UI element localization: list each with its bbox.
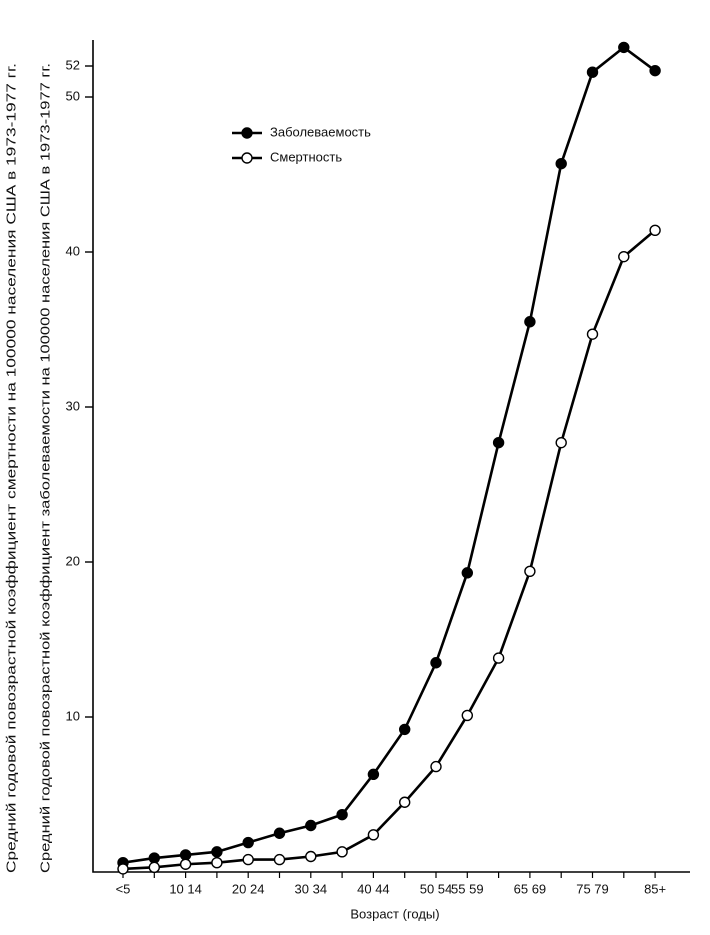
series-line bbox=[122, 45, 656, 864]
data-point bbox=[211, 857, 223, 869]
data-point bbox=[492, 436, 505, 449]
data-point bbox=[399, 723, 411, 736]
x-tick-label: 65 69 bbox=[514, 881, 547, 896]
data-point bbox=[179, 858, 192, 870]
x-tick-label: 50 54 bbox=[420, 881, 453, 896]
data-point bbox=[242, 836, 254, 849]
x-tick-label: <5 bbox=[116, 881, 131, 896]
data-point bbox=[211, 846, 223, 858]
data-point bbox=[461, 567, 473, 579]
data-point bbox=[179, 849, 192, 861]
data-point bbox=[242, 853, 254, 866]
data-point bbox=[649, 64, 661, 77]
data-point bbox=[586, 328, 599, 340]
y-tick-label: 52 bbox=[66, 57, 80, 72]
y-tick-label: 40 bbox=[66, 243, 80, 258]
data-point bbox=[148, 852, 161, 864]
legend-marker bbox=[241, 127, 253, 139]
data-point bbox=[618, 41, 630, 54]
data-point bbox=[618, 250, 630, 263]
legend-marker bbox=[241, 152, 253, 164]
data-point bbox=[649, 224, 661, 237]
x-tick-label: 40 44 bbox=[357, 881, 390, 896]
x-tick-label: 30 34 bbox=[295, 881, 328, 896]
data-point bbox=[305, 819, 317, 832]
x-tick-label: 75 79 bbox=[576, 881, 609, 896]
series-line bbox=[122, 229, 656, 871]
data-point bbox=[461, 709, 473, 722]
data-point bbox=[430, 657, 442, 669]
y-tick-label: 20 bbox=[66, 553, 80, 568]
y-tick-label: 10 bbox=[66, 708, 80, 723]
x-tick-label: 55 59 bbox=[451, 881, 484, 896]
data-point bbox=[367, 768, 380, 781]
data-point bbox=[305, 850, 317, 863]
data-point bbox=[555, 157, 567, 170]
data-point bbox=[555, 436, 567, 449]
data-point bbox=[524, 316, 536, 328]
x-tick-label: 20 24 bbox=[232, 881, 265, 896]
data-point bbox=[273, 827, 286, 839]
data-point bbox=[336, 808, 348, 821]
x-tick-label: 85+ bbox=[644, 881, 666, 896]
data-point bbox=[524, 565, 536, 577]
data-point bbox=[367, 829, 380, 841]
data-point bbox=[492, 652, 505, 664]
data-point bbox=[399, 796, 411, 808]
axes bbox=[92, 40, 690, 873]
x-tick-label: 10 14 bbox=[169, 881, 202, 896]
y2-axis-label: Средний годовой повозрастной коэффициент… bbox=[37, 63, 52, 873]
data-point bbox=[148, 861, 161, 874]
data-point bbox=[586, 66, 599, 78]
data-point bbox=[273, 853, 286, 866]
legend-label: Заболеваемость bbox=[270, 124, 371, 139]
y-tick-label: 30 bbox=[66, 398, 80, 413]
y-axis-label: Средний годовой повозрастной коэффициент… bbox=[3, 63, 18, 873]
y-tick-label: 50 bbox=[66, 88, 80, 103]
data-point bbox=[117, 863, 129, 875]
data-point bbox=[430, 760, 442, 773]
data-point bbox=[336, 846, 348, 858]
x-axis-label: Возраст (годы) bbox=[350, 906, 439, 921]
legend-label: Смертность bbox=[270, 149, 342, 164]
